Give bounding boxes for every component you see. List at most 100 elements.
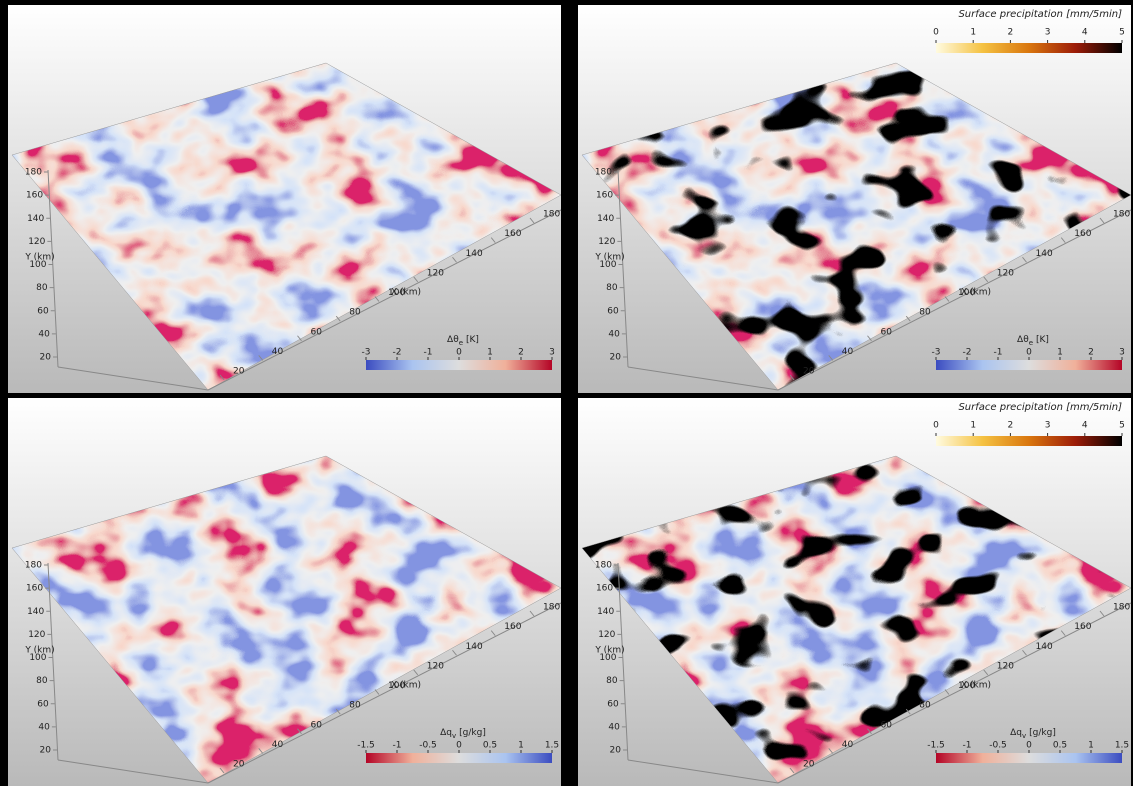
precip-colorbar-tick-label: 3 xyxy=(1045,28,1051,38)
x-tick xyxy=(258,355,264,361)
x-axis xyxy=(207,602,562,784)
y-tick-label: 80 xyxy=(36,676,48,686)
precip-colorbar-tick-label: 1 xyxy=(970,421,976,431)
x-tick-label: 160 xyxy=(1074,229,1091,239)
panel: 2040608010012014016018020406080100120140… xyxy=(8,5,562,393)
x-tick-label: 100 xyxy=(958,681,975,691)
field-colorbar-bar xyxy=(936,360,1122,370)
precip-colorbar-tick-label: 2 xyxy=(1008,28,1014,38)
field-colorbar-tick-label: 1 xyxy=(1057,348,1063,358)
y-tick-label: 80 xyxy=(606,283,618,293)
x-tick-label: 60 xyxy=(881,720,893,730)
x-tick-label: 60 xyxy=(881,327,893,337)
field-colorbar-tick-label: 0 xyxy=(1026,741,1032,751)
y-tick-label: 160 xyxy=(26,584,43,594)
x-tick-label: 140 xyxy=(1036,642,1053,652)
x-tick xyxy=(867,335,872,342)
field-colorbar-tick-label: 1.5 xyxy=(1115,741,1129,751)
field-colorbar-tick-label: -2 xyxy=(963,348,972,358)
y-tick-label: 60 xyxy=(607,699,619,709)
field-colorbar-tick-label: -1 xyxy=(393,741,402,751)
y-tick-label: 100 xyxy=(29,260,46,270)
x-tick-label: 20 xyxy=(803,760,815,770)
x-tick-label: 80 xyxy=(919,701,931,711)
field-colorbar-tick-label: 0 xyxy=(456,348,462,358)
x-tick xyxy=(867,728,872,735)
x-tick xyxy=(452,649,457,656)
precip-colorbar-bar xyxy=(936,43,1122,53)
x-tick xyxy=(828,355,834,361)
colorbar-label: Δqv [g/kg] xyxy=(1010,728,1056,741)
x-tick-label: 180 xyxy=(543,210,560,220)
x-tick xyxy=(1099,217,1105,224)
x-tick xyxy=(374,296,380,302)
y-tick-label: 60 xyxy=(607,306,619,316)
field-colorbar-tick-label: 1.5 xyxy=(545,741,559,751)
x-tick-label: 120 xyxy=(997,661,1014,671)
x-tick-label: 40 xyxy=(272,740,284,750)
y-tick-label: 120 xyxy=(28,237,45,247)
x-tick xyxy=(452,256,457,263)
x-tick-label: 120 xyxy=(427,268,444,278)
precip-colorbar-tick-label: 5 xyxy=(1119,28,1125,38)
y-axis-title: Y (km) xyxy=(24,646,54,656)
colorbar-label-part: [K] xyxy=(1036,335,1049,345)
colorbar-label: Δqv [g/kg] xyxy=(440,728,486,741)
y-tick-label: 20 xyxy=(610,746,622,756)
colorbar-label-part: [g/kg] xyxy=(459,728,486,738)
field-colorbar-bar xyxy=(366,360,552,370)
x-tick xyxy=(335,708,341,715)
panel: 2040608010012014016018020406080100120140… xyxy=(8,398,562,786)
x-tick xyxy=(529,217,535,224)
surface-outline xyxy=(11,455,562,784)
x-tick xyxy=(905,708,911,715)
x-tick-label: 160 xyxy=(504,229,521,239)
y-tick-label: 100 xyxy=(599,653,616,663)
field-colorbar-tick-label: 0.5 xyxy=(483,741,497,751)
axis-base xyxy=(627,759,779,784)
x-tick xyxy=(219,374,225,381)
y-tick-label: 140 xyxy=(597,607,614,617)
x-axis-title: X (km) xyxy=(961,288,991,298)
field-colorbar-tick-label: 2 xyxy=(518,348,524,358)
axis-base xyxy=(57,366,209,391)
x-tick-label: 80 xyxy=(349,308,361,318)
y-tick-label: 100 xyxy=(29,653,46,663)
x-tick-label: 120 xyxy=(997,268,1014,278)
colorbar-label-part: Δθ xyxy=(1017,335,1029,345)
precip-colorbar-tick-label: 4 xyxy=(1082,421,1088,431)
y-tick-label: 80 xyxy=(36,283,48,293)
panel: 2040608010012014016018020406080100120140… xyxy=(578,5,1132,393)
y-tick-label: 40 xyxy=(38,329,50,339)
precip-colorbar-tick-label: 0 xyxy=(933,421,939,431)
x-tick xyxy=(413,276,419,283)
colorbar-label-part: v xyxy=(1022,732,1026,740)
precip-colorbar-tick-label: 5 xyxy=(1119,421,1125,431)
surface-outline xyxy=(581,62,1132,391)
field-colorbar-tick-label: 3 xyxy=(549,348,555,358)
x-tick xyxy=(1022,256,1027,263)
x-axis-title: X (km) xyxy=(391,681,421,691)
y-tick-label: 140 xyxy=(27,607,44,617)
y-tick-label: 120 xyxy=(598,237,615,247)
precip-title: Surface precipitation [mm/5min] xyxy=(958,402,1122,413)
x-tick-label: 140 xyxy=(466,642,483,652)
y-tick-label: 120 xyxy=(28,630,45,640)
y-axis-title: Y (km) xyxy=(24,253,54,263)
y-axis xyxy=(47,562,59,761)
x-tick-label: 20 xyxy=(233,760,245,770)
y-tick-label: 120 xyxy=(598,630,615,640)
x-tick-label: 40 xyxy=(842,740,854,750)
x-tick-label: 100 xyxy=(388,288,405,298)
field-colorbar-tick-label: -3 xyxy=(362,348,371,358)
y-axis-title: Y (km) xyxy=(594,253,624,263)
precip-colorbar-tick-label: 2 xyxy=(1008,421,1014,431)
colorbar-label-part: [K] xyxy=(466,335,479,345)
x-tick xyxy=(297,728,302,735)
x-tick-label: 100 xyxy=(388,681,405,691)
y-tick-label: 40 xyxy=(608,722,620,732)
field-colorbar-tick-label: 2 xyxy=(1088,348,1094,358)
axis-base xyxy=(627,366,779,391)
field-colorbar-tick-label: -1.5 xyxy=(927,741,945,751)
axis-base xyxy=(57,759,209,784)
